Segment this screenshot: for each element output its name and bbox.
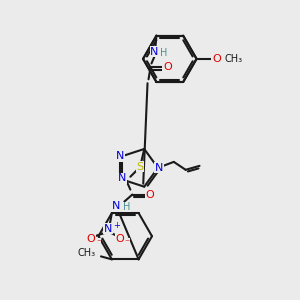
- Text: N: N: [118, 173, 126, 184]
- Text: O: O: [87, 234, 95, 244]
- Text: S: S: [137, 162, 144, 172]
- Text: O: O: [163, 62, 172, 72]
- Text: H: H: [160, 47, 168, 58]
- Text: N: N: [116, 151, 124, 161]
- Text: ⁻: ⁻: [96, 238, 101, 248]
- Text: N: N: [104, 224, 112, 234]
- Text: N: N: [112, 202, 121, 212]
- Text: O: O: [116, 234, 124, 244]
- Text: O: O: [212, 54, 221, 64]
- Text: N: N: [155, 163, 163, 173]
- Text: ⁻: ⁻: [125, 238, 130, 248]
- Text: CH₃: CH₃: [78, 248, 96, 258]
- Text: +: +: [113, 221, 120, 230]
- Text: CH₃: CH₃: [224, 54, 242, 64]
- Text: H: H: [123, 202, 131, 212]
- Text: O: O: [146, 190, 154, 200]
- Text: N: N: [150, 46, 159, 56]
